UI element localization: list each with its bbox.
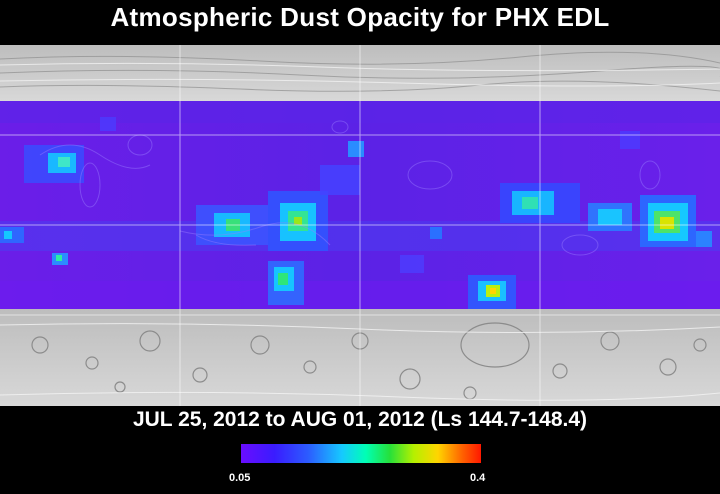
colorbar-min-label: 0.05 — [229, 472, 251, 484]
north-terrain-ridges — [0, 51, 720, 92]
colorbar-max-label: 0.4 — [470, 472, 486, 484]
north-terrain-highlights — [0, 62, 720, 87]
opacity-colorbar — [241, 444, 481, 463]
map-title: Atmospheric Dust Opacity for PHX EDL — [110, 2, 610, 32]
south-terrain-craters — [31, 322, 707, 400]
mars-dust-map — [0, 45, 720, 406]
date-range-label: JUL 25, 2012 to AUG 01, 2012 (Ls 144.7-1… — [132, 408, 588, 431]
dust-band-terrain-relief — [39, 120, 661, 256]
map-grid — [0, 45, 720, 406]
